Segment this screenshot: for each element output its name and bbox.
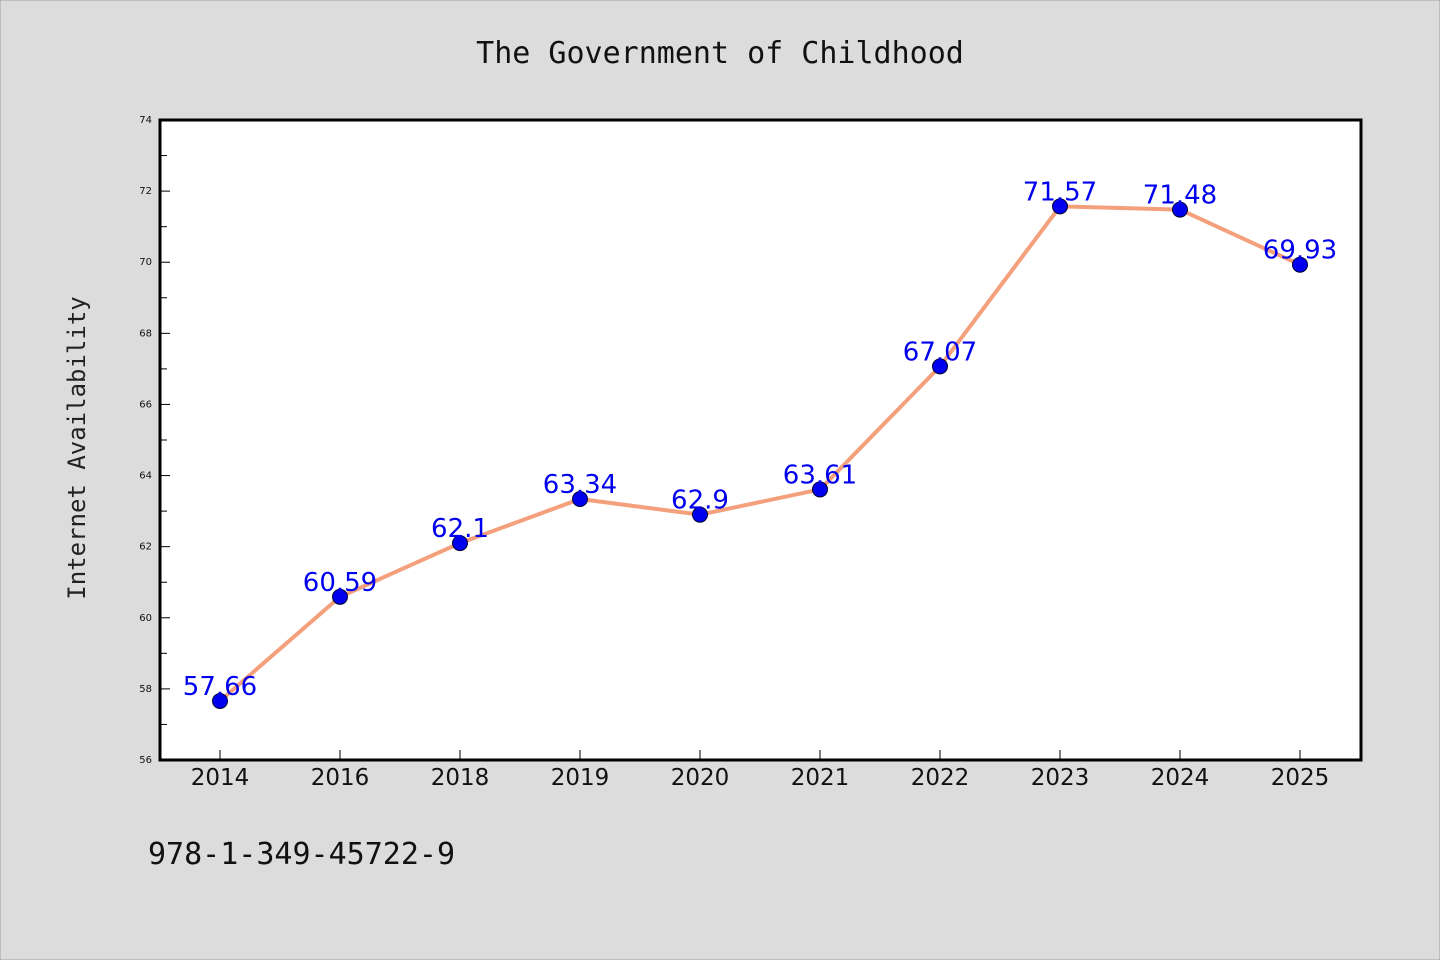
data-labels: 57.66 60.59 62.1 63.34 62.9 63.61 67.07 71.57 71…	[183, 177, 1337, 702]
y-tick-label: 70	[139, 257, 152, 268]
x-tick-label: 2025	[1271, 765, 1330, 791]
data-label: 63.34	[543, 470, 617, 500]
x-axis: 2014 2016 2018 2019 2020 2021 2022 2023 2024 2025	[191, 750, 1330, 791]
y-tick-label: 66	[139, 399, 152, 410]
data-point	[332, 588, 348, 605]
data-label: 57.66	[183, 672, 257, 702]
chart-title: The Government of Childhood	[476, 36, 964, 71]
x-tick-label: 2020	[671, 765, 730, 791]
data-point	[212, 692, 228, 709]
y-tick-label: 62	[139, 542, 152, 553]
y-tick-label: 74	[139, 115, 152, 126]
x-tick-label: 2014	[191, 765, 250, 791]
x-tick-label: 2021	[791, 765, 850, 791]
series-line	[218, 204, 1302, 703]
data-label: 71.57	[1023, 177, 1097, 207]
data-point	[812, 481, 828, 498]
data-label: 60.59	[303, 568, 377, 598]
x-tick-label: 2022	[911, 765, 970, 791]
y-axis: 56 58 60 62 64 66 68 70 72 74	[139, 115, 170, 766]
data-point	[1172, 201, 1188, 218]
x-tick-label: 2024	[1151, 765, 1210, 791]
data-markers	[212, 198, 1308, 709]
x-tick-label: 2023	[1031, 765, 1090, 791]
data-label: 62.1	[431, 514, 489, 544]
y-tick-label: 58	[139, 684, 152, 695]
data-label: 67.07	[903, 337, 977, 367]
y-tick-label: 56	[139, 755, 152, 766]
y-tick-label: 68	[139, 328, 152, 339]
isbn-footer: 978-1-349-45722-9	[148, 837, 455, 872]
x-tick-label: 2018	[431, 765, 490, 791]
series-line-group	[218, 204, 1302, 703]
plot-frame	[158, 118, 1363, 762]
y-axis-label: Internet Availability	[63, 296, 91, 599]
data-point	[1292, 256, 1308, 273]
data-point	[572, 491, 588, 508]
y-tick-label: 60	[139, 613, 152, 624]
data-point	[1052, 198, 1068, 215]
plot-area	[160, 120, 1361, 760]
x-tick-label: 2016	[311, 765, 370, 791]
x-tick-label: 2019	[551, 765, 610, 791]
data-label: 71.48	[1143, 181, 1217, 211]
data-point	[452, 535, 468, 552]
data-point	[932, 358, 948, 375]
data-label: 62.9	[671, 486, 729, 516]
y-tick-label: 72	[139, 186, 152, 197]
data-point	[692, 506, 708, 523]
data-label: 69.93	[1263, 236, 1337, 266]
data-label: 63.61	[783, 460, 857, 490]
y-tick-label: 64	[139, 471, 152, 482]
